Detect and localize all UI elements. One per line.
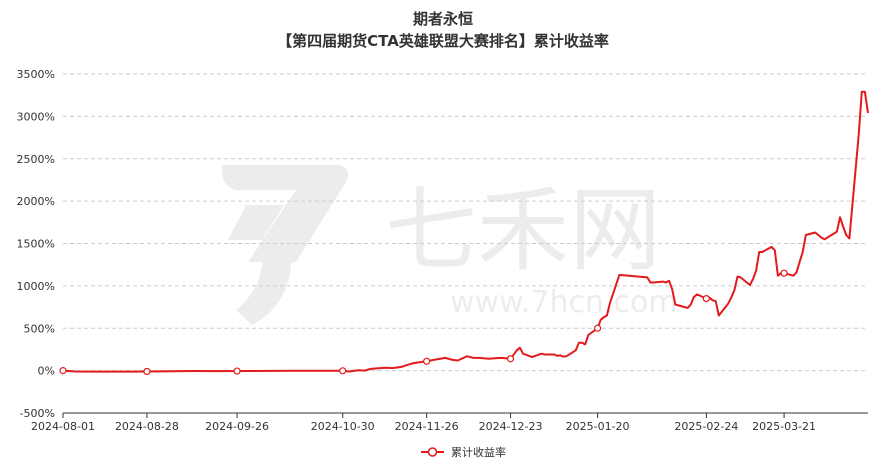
y-gridlines	[63, 73, 868, 414]
x-tick-label: 2024-11-26	[395, 420, 459, 433]
x-tick-label: 2024-08-01	[31, 420, 95, 433]
y-axis: -500% 0% 500% 1000% 1500% 2000% 2500% 3000% 3500…	[17, 68, 55, 420]
data-point[interactable]	[702, 294, 710, 303]
data-point[interactable]	[506, 355, 515, 363]
y-tick-label: 3000%	[17, 110, 55, 123]
watermark-logo-icon	[221, 165, 348, 325]
data-point[interactable]	[423, 357, 431, 365]
watermark-brand: 七禾网	[385, 177, 661, 284]
data-point[interactable]	[59, 367, 67, 375]
data-point[interactable]	[780, 269, 788, 277]
chart-title: 期者永恒	[413, 10, 473, 28]
x-tick-label: 2025-03-21	[752, 420, 816, 433]
x-tick-label: 2024-10-30	[311, 420, 375, 433]
data-point[interactable]	[143, 367, 151, 376]
x-tick-label: 2025-01-20	[566, 420, 630, 433]
watermark-url: www.7hcn.com	[450, 285, 678, 320]
chart-subtitle: 【第四届期货CTA英雄联盟大赛排名】累计收益率	[277, 32, 609, 50]
watermark: 七禾网 www.7hcn.com	[221, 165, 678, 325]
data-point[interactable]	[593, 324, 602, 332]
y-tick-label: 0%	[38, 365, 55, 378]
x-axis: 2024-08-01 2024-08-28 2024-09-26 2024-10-30…	[31, 412, 868, 433]
y-tick-label: 2000%	[17, 195, 55, 208]
legend[interactable]: 累计收益率	[421, 445, 506, 459]
legend-marker-icon	[427, 447, 438, 457]
data-point[interactable]	[339, 367, 347, 375]
series-cumulative-return	[59, 90, 869, 376]
y-tick-label: 1000%	[17, 280, 55, 293]
y-tick-label: 1500%	[17, 238, 55, 251]
data-point[interactable]	[233, 367, 241, 375]
x-tick-label: 2024-09-26	[205, 420, 269, 433]
y-tick-label: 3500%	[17, 68, 55, 81]
x-tick-label: 2024-12-23	[479, 420, 543, 433]
y-tick-label: -500%	[20, 407, 55, 420]
x-tick-label: 2025-02-24	[674, 420, 738, 433]
y-tick-label: 500%	[24, 322, 55, 335]
x-tick-label: 2024-08-28	[115, 420, 179, 433]
legend-label: 累计收益率	[451, 445, 506, 459]
y-tick-label: 2500%	[17, 153, 55, 166]
